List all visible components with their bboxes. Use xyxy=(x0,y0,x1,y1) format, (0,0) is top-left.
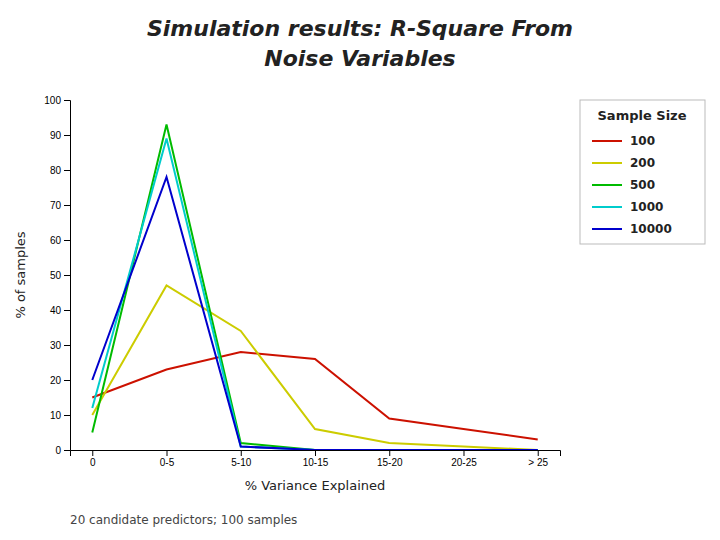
y-tick: 50 xyxy=(50,270,70,281)
x-tick: 0 xyxy=(90,450,96,468)
tick-label: 100 xyxy=(44,95,61,106)
legend-title: Sample Size xyxy=(598,108,687,123)
y-tick: 0 xyxy=(55,445,70,456)
legend: Sample Size 100 200 500 1000 10000 xyxy=(580,100,705,244)
y-tick: 100 xyxy=(44,95,70,106)
series-line xyxy=(92,352,537,440)
legend-swatch xyxy=(592,162,622,164)
legend-swatch xyxy=(592,140,622,142)
legend-item: 100 xyxy=(592,134,655,148)
tick-label: 20 xyxy=(50,375,62,386)
legend-label: 1000 xyxy=(630,200,663,214)
y-tick: 60 xyxy=(50,235,70,246)
axis-line xyxy=(71,451,561,457)
tick-mark xyxy=(538,450,539,456)
y-tick: 40 xyxy=(50,305,70,316)
series-group xyxy=(92,125,537,451)
tick-mark xyxy=(64,170,70,171)
legend-label: 100 xyxy=(630,134,655,148)
tick-mark xyxy=(463,450,464,456)
tick-mark xyxy=(64,310,70,311)
tick-mark xyxy=(92,450,93,456)
tick-label: > 25 xyxy=(528,457,548,468)
x-tick: > 25 xyxy=(528,450,548,468)
y-axis: 0 10 20 30 40 50 60 70 80 90 100 xyxy=(44,95,70,456)
legend-swatch xyxy=(592,228,622,230)
series-line xyxy=(92,177,537,450)
legend-item: 1000 xyxy=(592,200,663,214)
axis-line xyxy=(64,101,71,451)
tick-mark xyxy=(64,100,70,101)
footnote: 20 candidate predictors; 100 samples xyxy=(70,513,297,527)
x-axis-title: % Variance Explained xyxy=(245,478,386,493)
tick-label: 30 xyxy=(50,340,62,351)
tick-label: 80 xyxy=(50,165,62,176)
tick-label: 90 xyxy=(50,130,62,141)
tick-label: 10 xyxy=(50,410,62,421)
x-axis: 0 0-5 5-10 10-15 15-20 20-25 > 25 xyxy=(71,450,561,468)
series-line xyxy=(92,286,537,451)
x-tick: 20-25 xyxy=(451,450,477,468)
tick-label: 70 xyxy=(50,200,62,211)
legend-label: 500 xyxy=(630,178,655,192)
y-tick: 20 xyxy=(50,375,70,386)
y-tick: 30 xyxy=(50,340,70,351)
tick-label: 5-10 xyxy=(231,457,251,468)
tick-mark xyxy=(64,135,70,136)
y-tick: 10 xyxy=(50,410,70,421)
tick-mark xyxy=(64,415,70,416)
tick-mark xyxy=(64,345,70,346)
series-line xyxy=(92,125,537,451)
tick-mark xyxy=(64,240,70,241)
legend-item: 200 xyxy=(592,156,655,170)
x-tick: 15-20 xyxy=(377,450,403,468)
legend-swatch xyxy=(592,184,622,186)
series-line xyxy=(92,139,537,451)
tick-mark xyxy=(64,205,70,206)
x-tick: 0-5 xyxy=(160,450,175,468)
plot: 0 0-5 5-10 10-15 15-20 20-25 > 25 0 10 20 30 40 50 60… xyxy=(13,95,561,493)
tick-label: 60 xyxy=(50,235,62,246)
tick-mark xyxy=(241,450,242,456)
title: Simulation results: R-Square From xyxy=(147,16,573,41)
tick-mark xyxy=(64,380,70,381)
legend-frame xyxy=(580,100,705,244)
y-tick: 90 xyxy=(50,130,70,141)
tick-mark xyxy=(167,450,168,456)
tick-mark xyxy=(64,275,70,276)
tick-mark xyxy=(389,450,390,456)
chart: Simulation results: R-Square From Noise V… xyxy=(0,0,720,540)
y-tick: 80 xyxy=(50,165,70,176)
x-tick: 10-15 xyxy=(303,450,329,468)
tick-label: 15-20 xyxy=(377,457,403,468)
legend-item: 10000 xyxy=(592,222,672,236)
tick-label: 0 xyxy=(90,457,96,468)
subtitle: Noise Variables xyxy=(264,46,455,71)
legend-swatch xyxy=(592,206,622,208)
tick-mark xyxy=(64,450,70,451)
tick-label: 40 xyxy=(50,305,62,316)
tick-label: 50 xyxy=(50,270,62,281)
tick-label: 20-25 xyxy=(451,457,477,468)
legend-item: 500 xyxy=(592,178,655,192)
y-tick: 70 xyxy=(50,200,70,211)
y-axis-title: % of samples xyxy=(13,231,28,318)
x-tick: 5-10 xyxy=(231,450,251,468)
tick-label: 10-15 xyxy=(303,457,329,468)
tick-label: 0-5 xyxy=(160,457,175,468)
tick-mark xyxy=(315,450,316,456)
tick-label: 0 xyxy=(55,445,61,456)
legend-label: 10000 xyxy=(630,222,672,236)
legend-label: 200 xyxy=(630,156,655,170)
